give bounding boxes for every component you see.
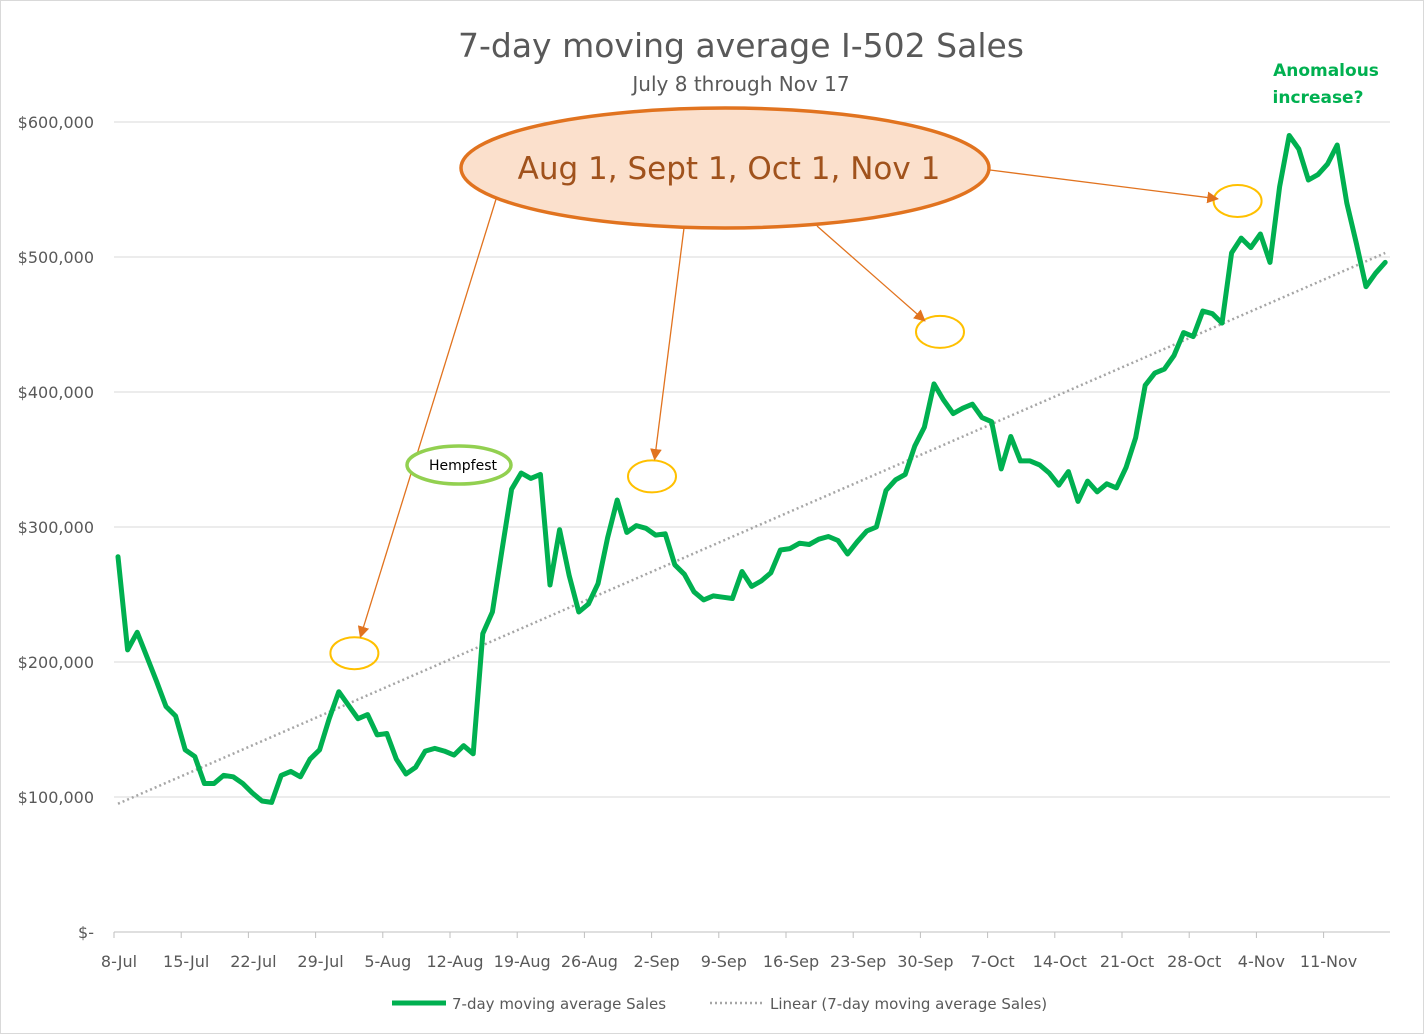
x-tick-label: 21-Oct [1100, 952, 1154, 971]
x-tick-label: 29-Jul [297, 952, 343, 971]
gridlines [114, 121, 1390, 798]
x-axis-ticks: 8-Jul 15-Jul 22-Jul 29-Jul 5-Aug 12-Aug 19-Aug… [101, 932, 1357, 971]
x-tick-label: 16-Sep [763, 952, 819, 971]
y-tick-label: $- [78, 923, 94, 942]
x-tick-label: 8-Jul [101, 952, 137, 971]
callout-bubble [459, 106, 991, 230]
y-tick-label: $300,000 [18, 518, 94, 537]
y-tick-label: $500,000 [18, 248, 94, 267]
x-tick-label: 12-Aug [426, 952, 483, 971]
anomaly-note-line-1: Anomalous [1273, 61, 1379, 81]
chart-title: 7-day moving average I-502 Sales [458, 26, 1024, 65]
x-tick-label: 5-Aug [364, 952, 411, 971]
x-tick-label: 23-Sep [830, 952, 886, 971]
x-tick-label: 26-Aug [561, 952, 618, 971]
y-tick-label: $200,000 [18, 653, 94, 672]
legend-trend-label: Linear (7-day moving average Sales) [770, 995, 1047, 1013]
hempfest-label: Hempfest [429, 458, 498, 474]
y-tick-label: $100,000 [18, 788, 94, 807]
date-marker-ring [329, 636, 380, 671]
hempfest-ring [405, 444, 513, 486]
date-markers [329, 183, 1263, 671]
sales-series-line [115, 133, 1388, 805]
x-tick-label: 22-Jul [230, 952, 276, 971]
callout-arrows [357, 169, 1219, 639]
y-axis-ticks: $- $100,000 $200,000 $300,000 $400,000 $500,0… [18, 113, 94, 942]
y-tick-label: $400,000 [18, 383, 94, 402]
date-marker-ring [1212, 183, 1263, 218]
x-tick-label: 15-Jul [163, 952, 209, 971]
x-tick-label: 11-Nov [1300, 952, 1357, 971]
y-tick-label: $600,000 [18, 113, 94, 132]
x-tick-label: 7-Oct [971, 952, 1015, 971]
x-tick-label: 4-Nov [1238, 952, 1285, 971]
anomaly-note-line-2: increase? [1273, 88, 1364, 108]
x-tick-label: 14-Oct [1033, 952, 1087, 971]
date-marker-ring [627, 459, 677, 494]
callout-arrow [816, 225, 926, 322]
legend-sales-label: 7-day moving average Sales [452, 995, 666, 1013]
x-tick-label: 28-Oct [1167, 952, 1221, 971]
callout-text: Aug 1, Sept 1, Oct 1, Nov 1 [518, 151, 941, 187]
callout-arrow [989, 169, 1219, 204]
chart-subtitle: July 8 through Nov 17 [630, 72, 849, 96]
date-marker-ring [915, 314, 965, 349]
x-tick-label: 9-Sep [701, 952, 747, 971]
legend: 7-day moving average Sales Linear (7-day… [392, 995, 1047, 1013]
x-tick-label: 30-Sep [897, 952, 953, 971]
callout-arrow [357, 195, 498, 639]
x-tick-label: 2-Sep [634, 952, 680, 971]
callout-arrow [650, 227, 685, 461]
x-tick-label: 19-Aug [494, 952, 551, 971]
